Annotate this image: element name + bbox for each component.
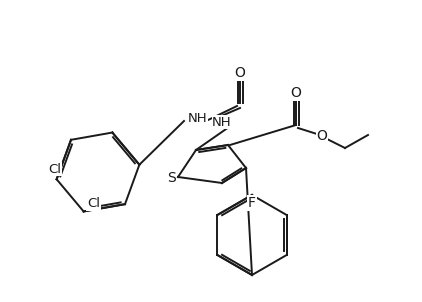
Text: O: O	[235, 66, 246, 80]
Text: O: O	[316, 129, 327, 143]
Text: S: S	[167, 171, 176, 185]
Text: NH: NH	[212, 115, 232, 128]
Text: Cl: Cl	[87, 197, 100, 210]
Text: O: O	[291, 86, 301, 100]
Text: NH: NH	[188, 111, 208, 124]
Text: F: F	[248, 196, 256, 210]
Text: Cl: Cl	[48, 163, 61, 176]
